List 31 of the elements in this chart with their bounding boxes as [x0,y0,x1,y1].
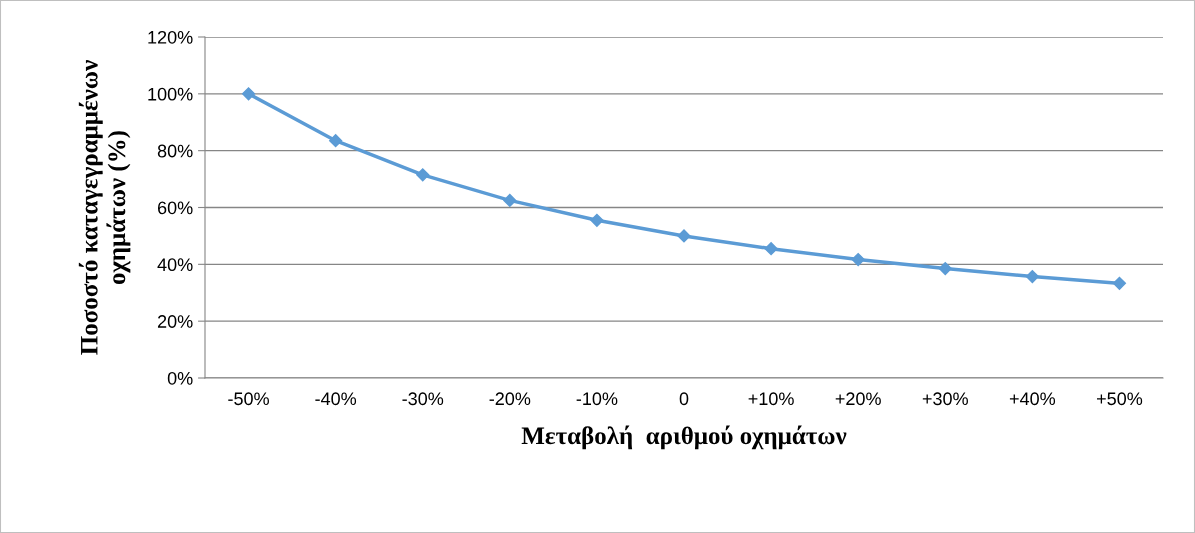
x-tick-label: -40% [315,392,357,406]
x-tick-label: 0 [679,392,689,406]
point [1025,269,1039,284]
x-tick-label: -20% [489,392,531,406]
y-tick-label: 100% [148,87,193,101]
x-tick-label: +30% [922,392,968,406]
y-tick-label: 40% [157,258,193,272]
y-tick-label: 0% [167,371,193,385]
point [503,193,517,207]
x-tick-label: +40% [1009,392,1056,406]
x-tick-label: -50% [228,392,269,406]
x-tick-label: +10% [748,392,794,406]
x-tick-label: +20% [835,392,881,406]
y-tick-label: 80% [157,144,193,158]
y-tick-label: 20% [157,315,193,328]
point [764,242,778,256]
point [1112,276,1127,290]
x-tick-label: -10% [576,392,618,406]
point [677,229,691,243]
x-tick-label: +50% [1097,392,1143,406]
x-axis-title: Μεταβολή αριθμού οχημάτων [521,425,847,450]
x-tick-label: -30% [402,392,444,406]
point [938,262,952,276]
point [329,134,343,148]
point [416,168,430,182]
point [851,252,865,267]
y-tick-label: 120% [148,30,193,44]
point [241,87,256,101]
y-tick-label: 60% [157,201,193,215]
y-axis-title: Ποσοστό καταγεγραμμένων οχημάτων (%) [78,60,131,355]
point [590,213,604,227]
